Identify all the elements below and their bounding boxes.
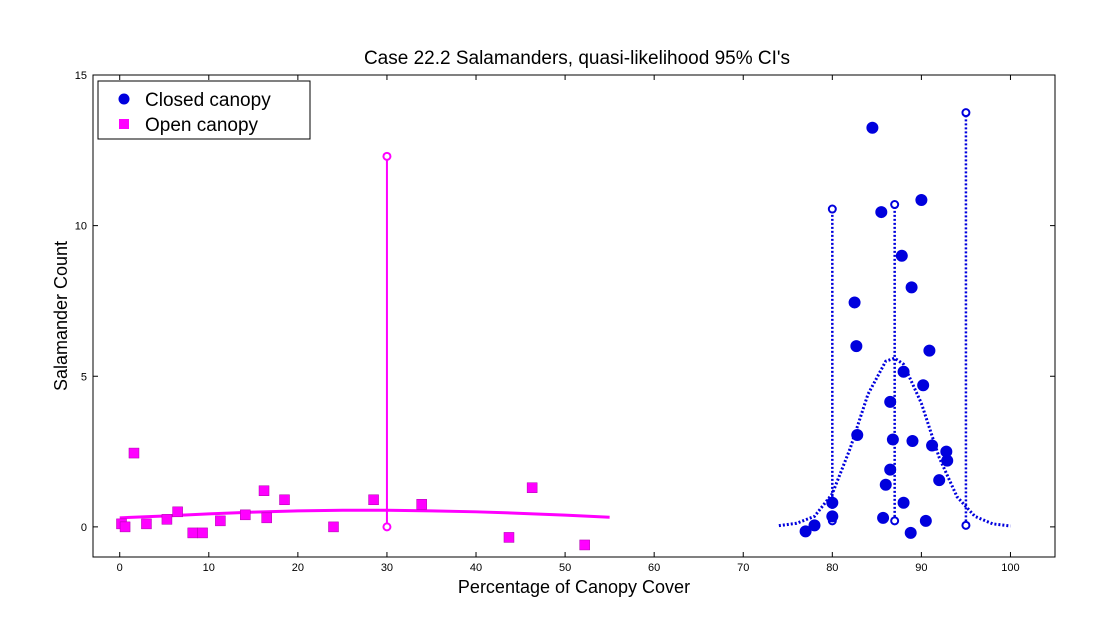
closed-canopy-point [848, 296, 861, 309]
open-canopy-point [328, 521, 339, 533]
closed-canopy-point [933, 474, 946, 487]
open-canopy-point [503, 532, 515, 543]
open-canopy-point [215, 515, 226, 527]
x-tick-label: 10 [203, 562, 215, 574]
x-tick-label: 90 [915, 562, 927, 574]
y-tick-label: 0 [81, 522, 87, 534]
open-canopy-point [368, 494, 379, 506]
ci-lower-marker [890, 516, 900, 526]
plot-frame [92, 74, 1056, 558]
open-canopy-point [128, 447, 140, 459]
closed-canopy-point [904, 526, 917, 539]
x-axis-title: Percentage of Canopy Cover [458, 577, 690, 597]
open-canopy-point [261, 512, 272, 524]
closed-canopy-point [897, 496, 910, 509]
closed-canopy-point [923, 344, 936, 357]
open-canopy-point [279, 494, 290, 506]
x-tick-label: 60 [648, 562, 660, 574]
closed-canopy-point [851, 428, 864, 441]
x-tick-label: 0 [117, 562, 123, 574]
closed-canopy-point [895, 249, 908, 262]
open-canopy-point [119, 521, 131, 533]
x-tick-label: 50 [559, 562, 571, 574]
x-tick-label: 70 [737, 562, 749, 574]
legend-marker-closed [118, 93, 130, 105]
closed-canopy-point [879, 478, 892, 491]
closed-canopy-point [941, 454, 954, 467]
open-canopy-point [161, 514, 173, 525]
closed-canopy-point [826, 510, 839, 523]
chart-title: Case 22.2 Salamanders, quasi-likelihood … [364, 48, 790, 69]
open-canopy-fit-line [119, 508, 610, 520]
closed-canopy-point [897, 365, 910, 378]
open-canopy-point [240, 509, 251, 521]
closed-canopy-point [799, 525, 812, 538]
open-canopy-point [258, 485, 270, 496]
y-axis-title: Salamander Count [51, 241, 71, 391]
legend-marker-open [119, 119, 129, 129]
closed-canopy-point [877, 511, 890, 524]
open-canopy-point [197, 527, 208, 539]
ci-upper-marker [827, 204, 837, 214]
closed-canopy-point [915, 194, 928, 207]
ci-upper-marker [961, 108, 971, 118]
x-tick-label: 20 [292, 562, 304, 574]
x-tick-label: 40 [470, 562, 482, 574]
x-tick-label: 100 [1001, 562, 1019, 574]
legend-box [97, 80, 311, 140]
open-canopy-point [416, 499, 427, 510]
open-canopy-point [187, 527, 199, 539]
open-canopy-point [172, 506, 183, 518]
closed-canopy-point [850, 340, 863, 353]
closed-canopy-point [886, 433, 899, 446]
closed-canopy-point [926, 439, 939, 452]
legend-label: Closed canopy [145, 90, 271, 111]
ci-upper-marker [382, 151, 392, 161]
closed-canopy-point [917, 379, 930, 392]
y-tick-label: 10 [75, 221, 87, 233]
y-tick-label: 15 [75, 70, 87, 82]
closed-canopy-point [884, 463, 897, 476]
legend-label: Open canopy [145, 115, 259, 136]
closed-canopy-point [866, 121, 879, 134]
ci-lower-marker [961, 520, 971, 530]
closed-canopy-point [906, 435, 919, 448]
y-tick-label: 5 [81, 371, 87, 383]
legend: Closed canopy Open canopy [97, 80, 311, 140]
open-canopy-point [526, 482, 538, 493]
open-canopy-point [579, 539, 590, 551]
closed-canopy-point [884, 395, 897, 408]
ci-upper-marker [890, 200, 900, 210]
closed-canopy-point [875, 206, 888, 219]
closed-canopy-point [808, 519, 821, 532]
closed-canopy-point [919, 514, 932, 527]
ci-lower-marker [382, 522, 392, 532]
open-canopy-point [141, 518, 152, 530]
closed-canopy-point [905, 281, 918, 294]
x-tick-label: 30 [381, 562, 393, 574]
closed-canopy-point [826, 496, 839, 509]
plot-area: 0 10 20 30 40 50 60 70 80 90 100 0 5 10 15 [75, 70, 1056, 574]
x-tick-label: 80 [826, 562, 838, 574]
